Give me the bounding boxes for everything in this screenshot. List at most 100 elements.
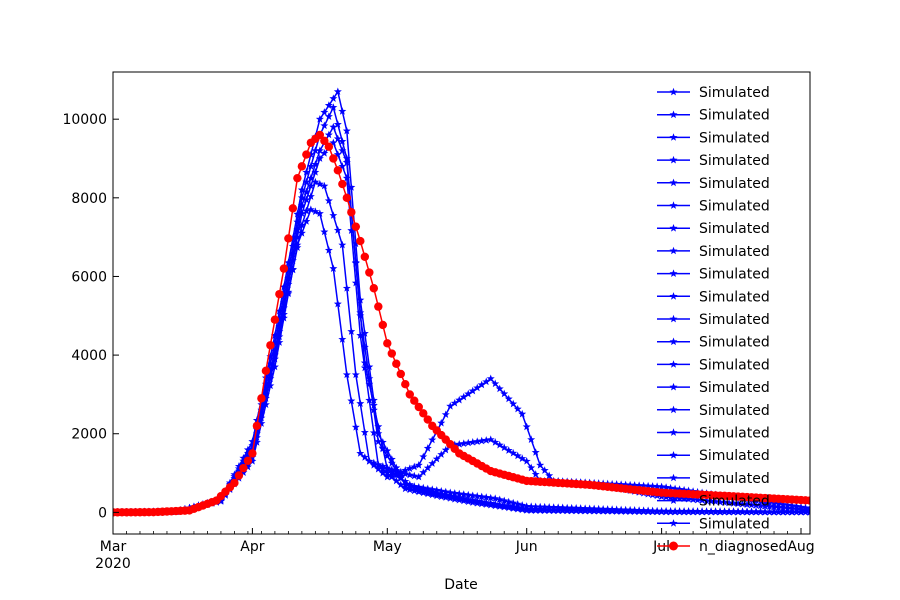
x-tick-label: Jun	[515, 539, 538, 555]
simulated-point	[306, 192, 315, 200]
simulated-point	[518, 409, 527, 418]
simulated-point	[419, 452, 428, 461]
simulated-point	[329, 264, 338, 272]
observed-point	[293, 173, 302, 183]
simulated-point	[725, 507, 734, 516]
simulated-point	[653, 507, 662, 516]
simulated-point	[248, 441, 257, 449]
simulated-point	[306, 162, 315, 170]
legend-entry-simulated: Simulated	[657, 289, 770, 305]
simulated-point	[275, 322, 284, 331]
simulated-point	[473, 437, 482, 445]
observed-point	[302, 150, 311, 159]
simulated-point	[288, 242, 297, 250]
simulated-point	[531, 505, 540, 514]
simulated-point	[455, 489, 464, 498]
simulated-point	[230, 470, 239, 479]
simulated-point	[468, 496, 477, 504]
simulated-point	[396, 467, 405, 476]
simulated-point	[626, 507, 635, 515]
simulated-point	[450, 489, 459, 497]
simulated-point	[324, 246, 333, 254]
simulated-point	[351, 258, 360, 267]
simulated-point	[563, 506, 572, 514]
simulated-point	[689, 495, 698, 503]
simulated-point	[320, 149, 329, 157]
simulated-point	[302, 177, 311, 186]
legend-label: Simulated	[699, 108, 770, 124]
simulated-point	[473, 497, 482, 505]
simulated-point	[635, 481, 644, 489]
observed-point	[405, 390, 414, 399]
simulated-point	[450, 398, 459, 407]
simulated-point	[243, 452, 252, 461]
simulated-point	[297, 193, 306, 202]
legend-label: Simulated	[699, 130, 770, 146]
simulated-point	[374, 460, 383, 469]
simulated-point	[387, 468, 396, 476]
simulated-point	[770, 502, 779, 511]
simulated-point	[657, 507, 666, 516]
simulated-point	[693, 507, 702, 516]
legend-label: n_diagnosed	[699, 539, 787, 555]
simulated-point	[270, 339, 279, 347]
simulated-point	[792, 507, 801, 516]
simulated-point	[419, 468, 428, 476]
plot-series-layer	[113, 87, 810, 517]
observed-point	[261, 366, 271, 376]
legend-label: Simulated	[699, 516, 770, 532]
simulated-point	[302, 168, 311, 176]
legend-star-marker	[669, 224, 678, 232]
simulated-point	[342, 158, 351, 166]
observed-point	[320, 136, 329, 146]
simulated-point	[320, 227, 329, 236]
simulated-point	[756, 507, 765, 516]
observed-point	[243, 456, 253, 465]
legend-label: Simulated	[699, 289, 770, 305]
simulated-point	[468, 438, 477, 446]
simulated-point	[459, 494, 468, 503]
simulated-point	[747, 507, 756, 516]
legend-star-marker	[669, 246, 678, 255]
simulated-point	[239, 459, 248, 468]
legend-entry-simulated: Simulated	[657, 380, 770, 396]
simulated-point	[320, 108, 329, 116]
legend-entry-simulated: Simulated	[657, 130, 770, 146]
simulated-point	[621, 507, 630, 515]
simulated-point	[360, 358, 369, 367]
simulated-point	[311, 168, 320, 176]
x-tick-label: Apr	[240, 539, 264, 555]
legend-entry-simulated: Simulated	[657, 221, 770, 237]
simulated-point	[684, 494, 693, 503]
simulated-point	[468, 386, 477, 395]
simulated-point	[410, 486, 419, 495]
simulated-point	[284, 274, 293, 282]
simulated-point	[662, 507, 671, 516]
simulated-point	[734, 507, 743, 516]
simulated-point	[743, 507, 752, 516]
simulated-point	[279, 282, 288, 291]
observed-point	[410, 396, 419, 405]
simulated-point	[306, 205, 315, 214]
simulated-point	[468, 491, 477, 500]
simulated-point	[729, 499, 738, 507]
simulated-point	[522, 422, 531, 431]
simulated-point	[513, 404, 522, 413]
simulated-point	[774, 503, 783, 511]
simulated-point	[369, 396, 378, 404]
simulated-point	[725, 498, 734, 507]
simulated-point	[491, 500, 500, 508]
simulated-point	[513, 500, 522, 508]
simulated-point	[621, 480, 630, 489]
simulated-point	[342, 173, 351, 182]
simulated-point	[572, 506, 581, 514]
observed-point	[329, 154, 338, 163]
observed-point	[392, 359, 401, 368]
legend-label: Simulated	[699, 403, 770, 419]
simulated-point	[491, 379, 500, 388]
simulated-point	[252, 433, 261, 442]
y-tick-label: 4000	[71, 348, 107, 364]
simulated-point	[261, 373, 270, 382]
simulated-point	[333, 150, 342, 158]
simulated-point	[428, 435, 437, 444]
